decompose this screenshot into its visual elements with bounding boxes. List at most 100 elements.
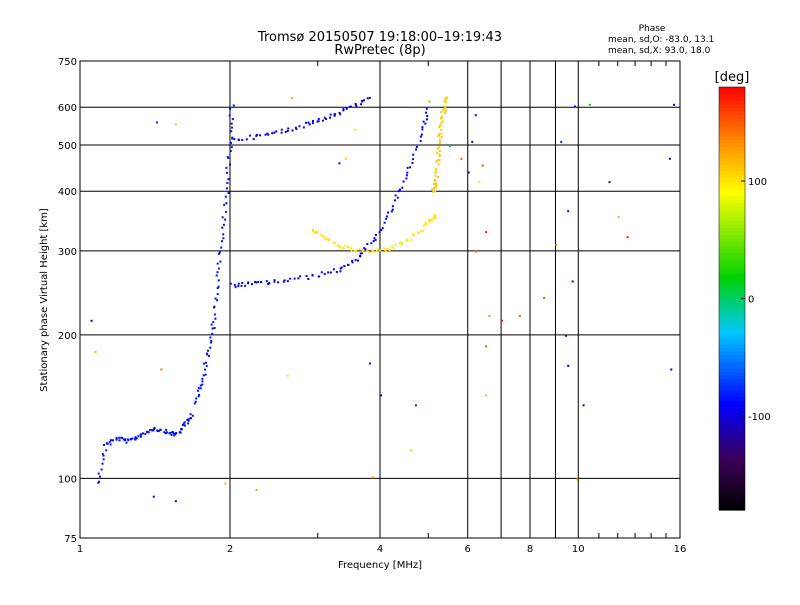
trace-point (383, 221, 386, 224)
y-tick-label: 600 (58, 103, 77, 114)
colorbar-band (719, 464, 745, 469)
trace-point (201, 377, 204, 380)
trace-point (394, 243, 397, 246)
colorbar-band (719, 450, 745, 455)
trace-point (351, 259, 354, 262)
trace-point (217, 285, 220, 288)
colorbar-band (719, 298, 745, 303)
trace-point (183, 421, 186, 424)
trace-point (311, 273, 314, 276)
trace-point (438, 142, 441, 145)
trace-point (342, 109, 345, 112)
scatter-point (576, 478, 579, 481)
scatter-point (368, 362, 371, 365)
colorbar-band (719, 228, 745, 233)
trace-point (312, 228, 314, 231)
scatter-point (571, 280, 574, 283)
trace-point (334, 113, 337, 116)
colorbar-band (719, 478, 745, 483)
scatter-point (474, 114, 477, 117)
x-tick-label: 16 (674, 544, 687, 555)
colorbar-band (719, 386, 745, 391)
trace-point (273, 131, 276, 134)
colorbar-band (719, 280, 745, 286)
colorbar-band (719, 108, 745, 113)
trace-point (381, 227, 384, 230)
trace-point (216, 293, 219, 296)
trace-point (354, 103, 357, 106)
trace-point (390, 210, 393, 213)
trace-point (433, 214, 436, 216)
trace-point (255, 281, 258, 284)
trace-point (338, 246, 341, 249)
trace-point (159, 428, 162, 431)
trace-point (187, 418, 190, 421)
trace-point (329, 113, 332, 116)
trace-point (201, 380, 204, 383)
trace-point (233, 284, 236, 287)
trace-point (237, 285, 240, 288)
trace-point (378, 231, 381, 234)
trace-point (360, 103, 362, 106)
trace-point (312, 230, 314, 233)
trace-point (97, 472, 100, 475)
trace-point (438, 153, 441, 156)
trace-point (440, 111, 443, 114)
trace-point (252, 138, 255, 141)
trace-point (266, 132, 269, 135)
colorbar-band (719, 390, 745, 395)
trace-point (295, 128, 298, 131)
trace-point (237, 139, 240, 142)
trace-point (405, 177, 408, 180)
colorbar-band (719, 168, 745, 173)
trace-point (131, 437, 134, 440)
trace-point (205, 365, 208, 368)
trace-point (327, 271, 330, 274)
trace-point (401, 242, 404, 245)
trace-point (226, 182, 229, 184)
colorbar-band (719, 139, 745, 145)
colorbar-band (719, 319, 745, 324)
trace-point (220, 246, 223, 249)
trace-point (157, 430, 160, 433)
trace-point (109, 439, 112, 442)
colorbar-band (719, 235, 745, 240)
trace-point (364, 248, 367, 251)
trace-point (394, 194, 397, 197)
colorbar-band (719, 238, 745, 243)
colorbar-band (719, 361, 745, 367)
trace-point (431, 188, 434, 191)
colorbar-band (719, 499, 745, 504)
colorbar-band (719, 259, 745, 264)
plot-area (79, 60, 681, 539)
y-tick-label: 200 (58, 331, 77, 342)
scatter-point (286, 374, 289, 377)
trace-point (343, 265, 346, 267)
trace-point (100, 468, 103, 471)
trace-point (213, 327, 216, 329)
trace-point (318, 275, 321, 278)
trace-point (230, 146, 233, 149)
trace-point (282, 280, 285, 283)
trace-point (391, 205, 394, 208)
trace-point (371, 249, 374, 252)
colorbar-band (719, 203, 745, 208)
scatter-point (560, 140, 563, 143)
trace-point (388, 249, 391, 252)
trace-point (152, 429, 155, 432)
trace-point (275, 130, 278, 133)
scatter-point (543, 297, 546, 299)
trace-point (338, 244, 341, 247)
trace-point (443, 107, 446, 110)
trace-point (429, 219, 432, 222)
trace-point (374, 234, 377, 236)
trace-point (349, 247, 352, 249)
trace-point (435, 170, 438, 173)
trace-point (98, 480, 100, 483)
trace-point (197, 387, 200, 390)
scatter-point (414, 404, 417, 407)
scatter-point (673, 103, 676, 106)
trace-point (101, 462, 104, 465)
trace-point (445, 96, 448, 99)
